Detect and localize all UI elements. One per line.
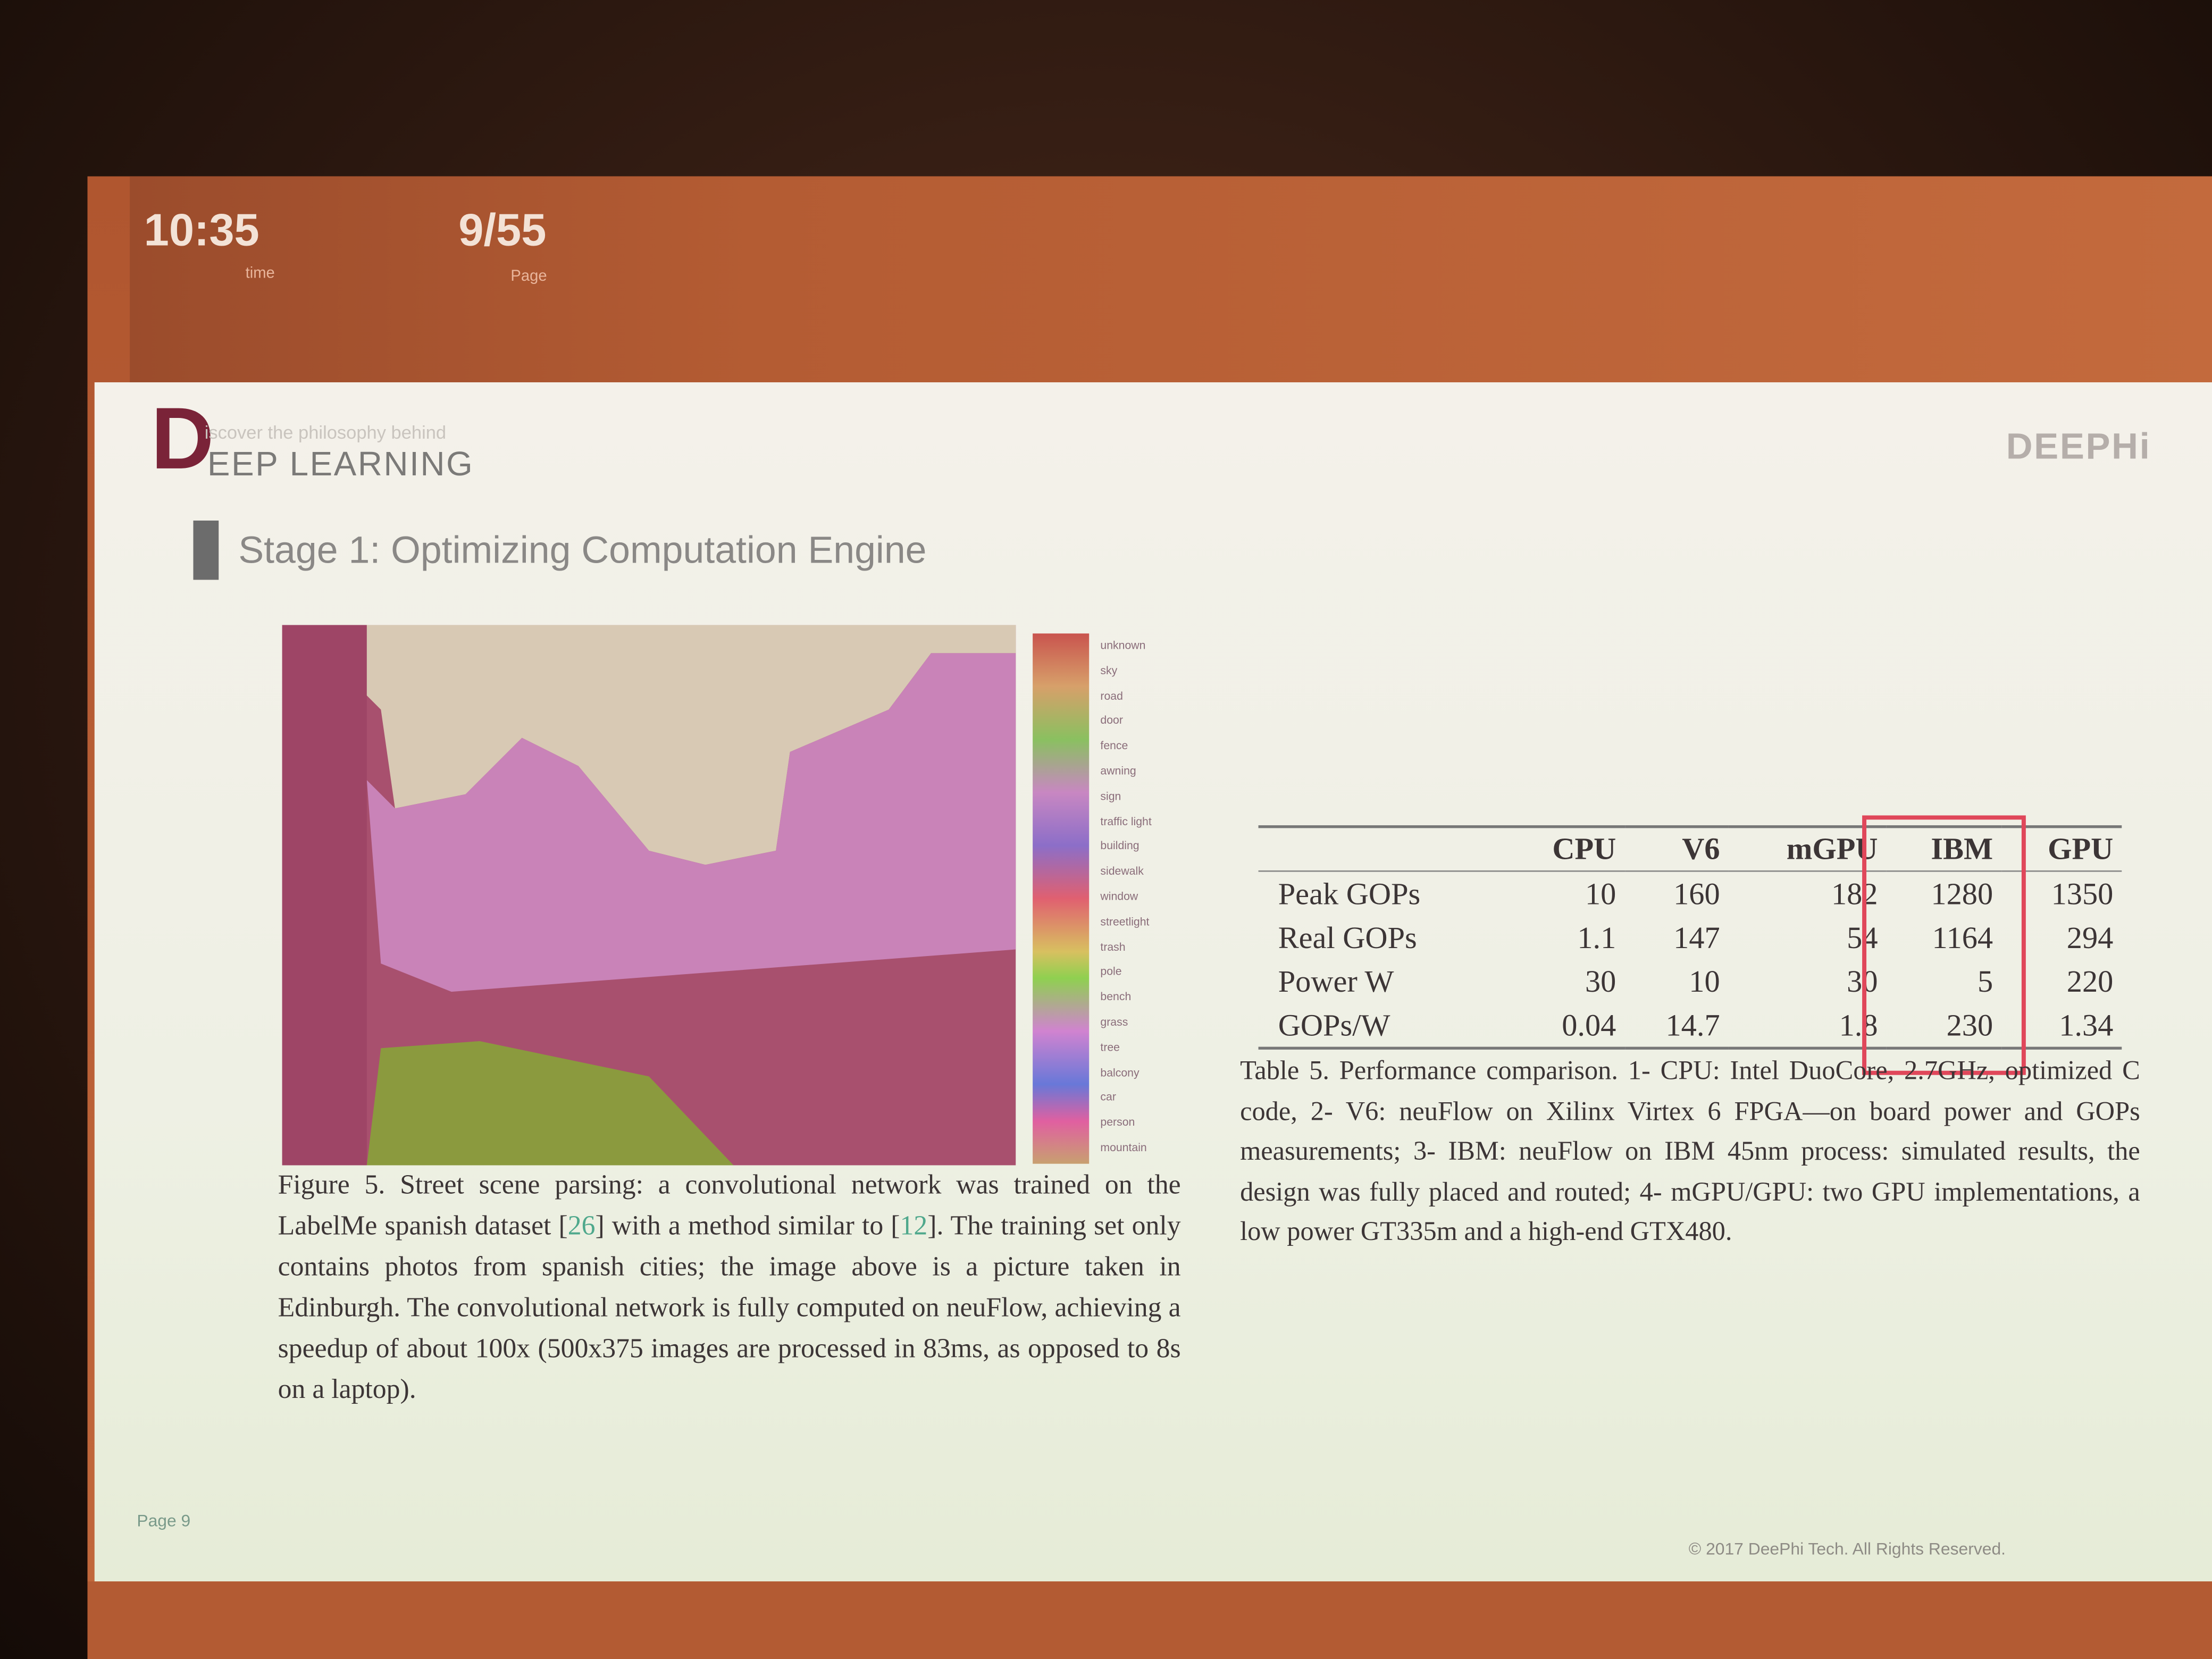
- table-cell: 5: [1977, 962, 1993, 999]
- table-row: GOPs/W 0.04 14.7 1.8 230 1.34: [1258, 1003, 2122, 1050]
- table: CPU V6 mGPU IBM GPU Peak GOPs 10 160 182 1280 1350…: [1258, 825, 2122, 1050]
- legend-label: window: [1100, 890, 1138, 903]
- legend-label: tree: [1100, 1041, 1120, 1054]
- row-label: Power W: [1278, 962, 1394, 999]
- table-header: CPU V6 mGPU IBM GPU: [1258, 825, 2122, 872]
- highlight-box: [1862, 815, 2026, 1075]
- color-bar: [1033, 633, 1090, 1164]
- table-cell: 30: [1585, 962, 1616, 999]
- column-header: IBM: [1886, 825, 2002, 872]
- table-row: Power W 30 10 30 5 220: [1259, 959, 2122, 1003]
- top-bar: 10:35 time 9/55 Page: [130, 176, 2212, 388]
- table-cell: 1.8: [1728, 1003, 1887, 1050]
- footer-page: Page 9: [137, 1511, 191, 1531]
- column-header: GPU: [2001, 825, 2122, 872]
- legend-label: car: [1100, 1091, 1116, 1104]
- heading: Stage 1: Optimizing Computation Engine: [238, 529, 927, 572]
- heading-bar: [193, 520, 219, 580]
- column-header: V6: [1624, 825, 1729, 872]
- table-caption: Table 5. Performance comparison. 1- CPU:…: [1240, 1057, 2140, 1247]
- logo-title: EEP LEARNING: [207, 446, 474, 484]
- legend-label: sky: [1100, 664, 1118, 677]
- legend-label: building: [1100, 840, 1139, 853]
- time-label: time: [245, 265, 275, 282]
- caption-text: Figure 5. Street scene parsing: a convol…: [278, 1171, 1181, 1242]
- table-cell: 1164: [1932, 919, 1993, 954]
- table-row: Peak GOPs 10 160 182 1280 1350: [1259, 871, 2122, 916]
- row-label: GOPs/W: [1258, 1003, 1507, 1050]
- table-cell: 1280: [1931, 875, 1993, 911]
- legend-label: traffic light: [1100, 815, 1152, 828]
- caption-text: ]. The training set only contains photos…: [278, 1212, 1181, 1405]
- road-region: [366, 1041, 734, 1166]
- table-cell: 1350: [2051, 875, 2114, 911]
- building-region: [366, 653, 1016, 992]
- brand: DEEPHi: [2006, 424, 2151, 467]
- reference: 26: [567, 1212, 596, 1242]
- legend-label: mountain: [1100, 1141, 1147, 1154]
- logo-tagline: iscover the philosophy behind: [204, 422, 447, 443]
- legend-label: grass: [1100, 1016, 1128, 1028]
- bottom-bar: [87, 1581, 2212, 1659]
- table-cell: 14.7: [1624, 1003, 1729, 1050]
- legend-label: streetlight: [1100, 915, 1150, 928]
- caption-text: ] with a method similar to [: [595, 1212, 900, 1242]
- table-cell: 147: [1673, 919, 1720, 954]
- sky-region: [324, 625, 1016, 865]
- table-cell: 1.1: [1577, 919, 1616, 954]
- legend-label: person: [1100, 1116, 1135, 1129]
- page-label: Page: [510, 268, 547, 285]
- row-label: Peak GOPs: [1278, 875, 1421, 911]
- table-row: Real GOPs 1.1 147 54 1164 294: [1259, 916, 2122, 959]
- color-bar-fill: [1033, 633, 1090, 1164]
- reference: 12: [900, 1212, 928, 1242]
- copyright: © 2017 DeePhi Tech. All Rights Reserved.: [1688, 1539, 2006, 1559]
- table-cell: 294: [2066, 919, 2114, 954]
- figure-image: [282, 625, 1016, 1166]
- legend-label: unknown: [1100, 639, 1146, 652]
- legend-label: bench: [1100, 990, 1132, 1003]
- table-cell: 10: [1689, 962, 1720, 999]
- legend-label: fence: [1100, 739, 1128, 752]
- table-cell: 0.04: [1506, 1003, 1625, 1050]
- figure-caption: Figure 5. Street scene parsing: a convol…: [278, 1165, 1181, 1411]
- table-cell: 160: [1673, 875, 1720, 911]
- corner-cell: [1258, 825, 1507, 872]
- legend-label: pole: [1100, 965, 1122, 978]
- legend-label: door: [1100, 714, 1123, 727]
- projection-screen: 10:35 time 9/55 Page D iscover the philo…: [87, 176, 2212, 1659]
- table-cell: 1.34: [2001, 1003, 2122, 1050]
- table-cell: 10: [1585, 875, 1616, 911]
- legend-label: trash: [1100, 940, 1126, 953]
- row-label: Real GOPs: [1278, 919, 1417, 954]
- table-cell: 220: [2066, 962, 2114, 999]
- time: 10:35: [144, 204, 259, 256]
- legend-label: awning: [1100, 764, 1136, 777]
- slide: D iscover the philosophy behind EEP LEAR…: [94, 382, 2212, 1582]
- legend-label: balcony: [1100, 1066, 1139, 1079]
- legend: unknown sky road door fence awning sign traffic…: [1100, 633, 1151, 1161]
- logo-letter: D: [150, 390, 214, 488]
- table-cell: 230: [1886, 1003, 2002, 1050]
- column-header: CPU: [1506, 825, 1625, 872]
- page-counter: 9/55: [458, 204, 547, 256]
- legend-label: sign: [1100, 790, 1121, 803]
- legend-label: road: [1100, 689, 1123, 702]
- table-cell: 182: [1831, 875, 1878, 911]
- legend-label: sidewalk: [1100, 865, 1144, 878]
- segment: [282, 625, 367, 1166]
